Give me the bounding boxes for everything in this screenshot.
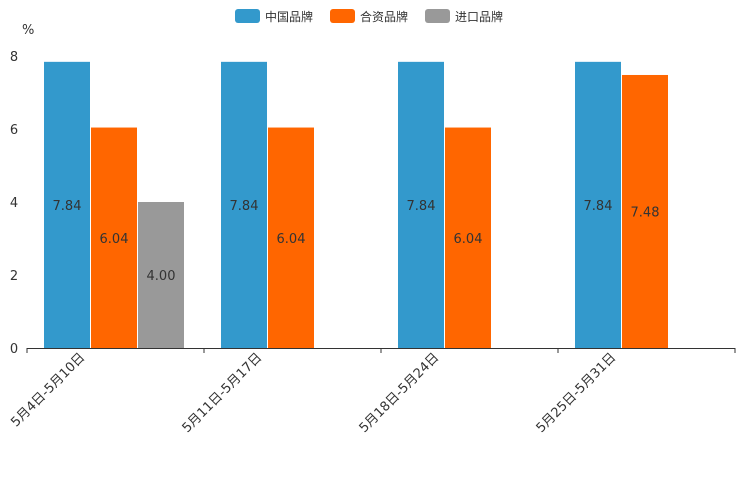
legend: 中国品牌 合资品牌 进口品牌 <box>235 9 503 24</box>
y-tick-label: 6 <box>10 123 18 138</box>
data-label-3-1: 7.48 <box>631 205 660 220</box>
data-label-2-0: 7.84 <box>407 199 436 214</box>
y-tick-label: 8 <box>10 50 18 65</box>
bars <box>44 61 668 349</box>
data-labels: 7.84 6.04 4.00 7.84 6.04 7.84 6.04 7.84 7.48 <box>53 199 660 284</box>
x-tick-label: 5月11日-5月17日 <box>180 350 266 436</box>
bar-3-1[interactable] <box>622 74 668 348</box>
legend-swatch-2[interactable] <box>425 9 450 23</box>
bar-0-1[interactable] <box>91 127 137 348</box>
x-tick-label: 5月18日-5月24日 <box>357 350 443 436</box>
y-axis-label: % <box>22 23 34 38</box>
x-tick-label: 5月4日-5月10日 <box>8 350 88 430</box>
y-tick-label: 2 <box>10 269 18 284</box>
bar-1-1[interactable] <box>268 127 314 348</box>
y-tick-label: 0 <box>10 342 18 357</box>
data-label-1-0: 7.84 <box>230 199 259 214</box>
legend-label-1[interactable]: 合资品牌 <box>360 9 408 24</box>
x-axis: 5月4日-5月10日 5月11日-5月17日 5月18日-5月24日 5月25日-5月… <box>8 348 736 436</box>
data-label-0-1: 6.04 <box>100 232 129 247</box>
bar-3-0[interactable] <box>575 61 621 349</box>
bar-2-1[interactable] <box>445 127 491 348</box>
legend-swatch-1[interactable] <box>330 9 355 23</box>
data-label-3-0: 7.84 <box>584 199 613 214</box>
data-label-2-1: 6.04 <box>454 232 483 247</box>
data-label-0-2: 4.00 <box>147 269 176 284</box>
bar-1-0[interactable] <box>221 61 267 349</box>
data-label-1-1: 6.04 <box>277 232 306 247</box>
y-axis: 0 2 4 6 8 <box>10 50 18 357</box>
data-label-0-0: 7.84 <box>53 199 82 214</box>
legend-label-0[interactable]: 中国品牌 <box>265 9 313 24</box>
bar-2-0[interactable] <box>398 61 444 349</box>
bar-0-2[interactable] <box>138 202 184 348</box>
bar-0-0[interactable] <box>44 61 90 349</box>
legend-label-2[interactable]: 进口品牌 <box>455 10 503 24</box>
legend-swatch-0[interactable] <box>235 9 260 23</box>
x-tick-label: 5月25日-5月31日 <box>534 350 620 436</box>
y-tick-label: 4 <box>10 196 18 211</box>
